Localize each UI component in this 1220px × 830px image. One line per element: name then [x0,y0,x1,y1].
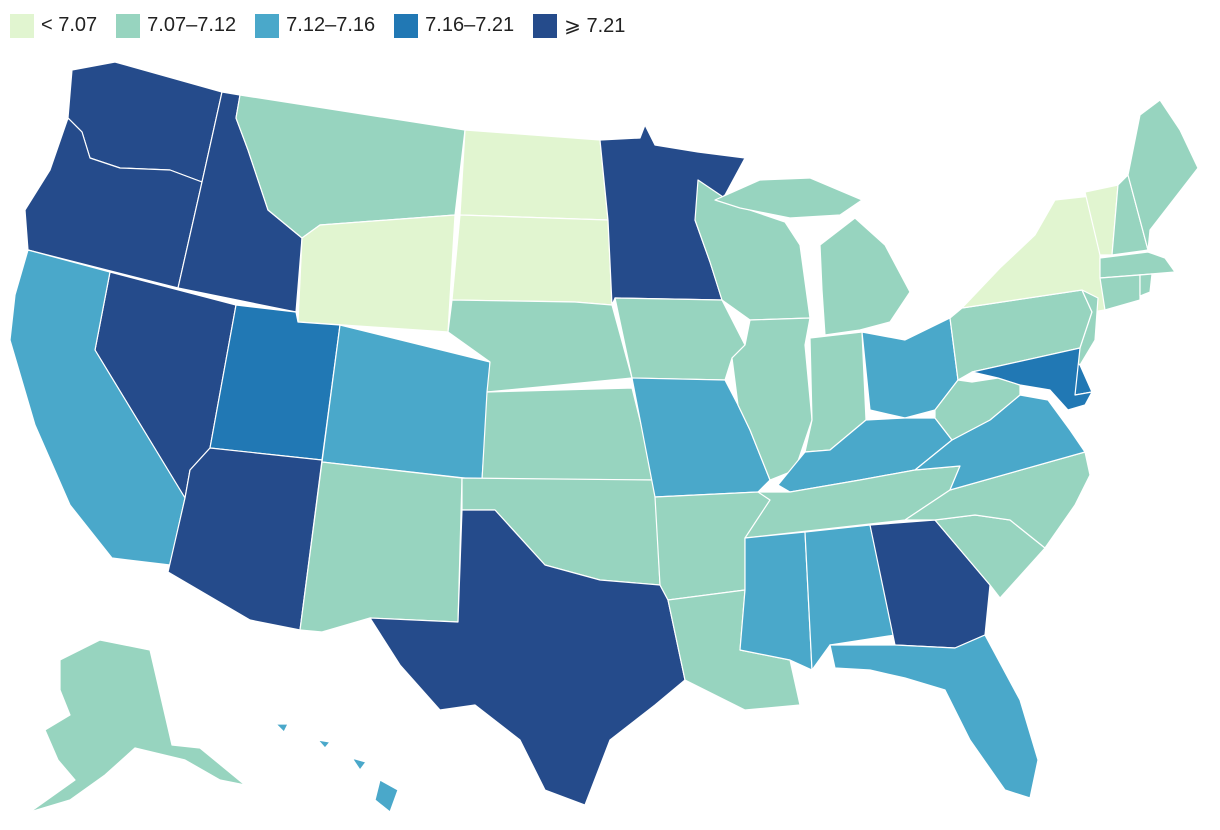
legend-item-bin-2: 7.12–7.16 [255,13,376,38]
legend-item-bin-0: < 7.07 [10,13,98,38]
state-california[interactable] [9,249,186,566]
legend-item-bin-4: ⩾ 7.21 [533,13,625,38]
legend-label-bin-0: < 7.07 [41,14,98,36]
legend: < 7.07 7.07–7.12 7.12–7.16 7.16–7.21 ⩾ 7… [10,13,644,38]
legend-label-bin-4: ⩾ 7.21 [564,15,626,37]
state-alabama[interactable] [804,524,896,671]
legend-swatch-bin-2 [255,13,280,38]
state-massachusetts[interactable] [1099,251,1176,279]
state-texas[interactable] [369,509,686,806]
state-south-dakota[interactable] [451,214,613,306]
legend-swatch-bin-4 [533,13,558,38]
legend-label-bin-2: 7.12–7.16 [286,14,376,36]
state-maryland[interactable] [971,347,1093,411]
state-alaska[interactable] [29,639,246,813]
state-maine[interactable] [1127,99,1199,251]
state-rhode-island[interactable] [1139,273,1153,297]
state-nebraska[interactable] [447,299,633,393]
legend-swatch-bin-0 [10,13,34,38]
state-west-virginia[interactable] [934,377,1021,441]
state-hawaii-kauai[interactable] [275,723,289,733]
state-new-mexico[interactable] [299,461,463,633]
state-connecticut[interactable] [1099,274,1141,311]
legend-label-bin-3: 7.16–7.21 [425,14,515,36]
state-hawaii-oahu[interactable] [317,739,331,749]
state-north-dakota[interactable] [459,129,609,221]
state-kansas[interactable] [481,387,656,481]
state-arizona[interactable] [167,447,323,631]
state-michigan-lower[interactable] [819,217,911,336]
legend-item-bin-1: 7.07–7.12 [116,13,237,38]
state-florida[interactable] [829,634,1039,799]
state-hawaii-big-island[interactable] [374,779,399,813]
legend-swatch-bin-3 [394,13,419,38]
state-mississippi[interactable] [739,531,813,671]
state-hawaii-maui[interactable] [351,757,367,771]
state-wyoming[interactable] [297,214,456,333]
legend-swatch-bin-1 [116,13,141,38]
state-illinois[interactable] [731,317,813,481]
legend-label-bin-1: 7.07–7.12 [147,14,237,36]
legend-item-bin-3: 7.16–7.21 [394,13,515,38]
state-michigan-upper[interactable] [714,177,863,219]
state-colorado[interactable] [321,324,491,481]
state-iowa[interactable] [614,297,746,381]
